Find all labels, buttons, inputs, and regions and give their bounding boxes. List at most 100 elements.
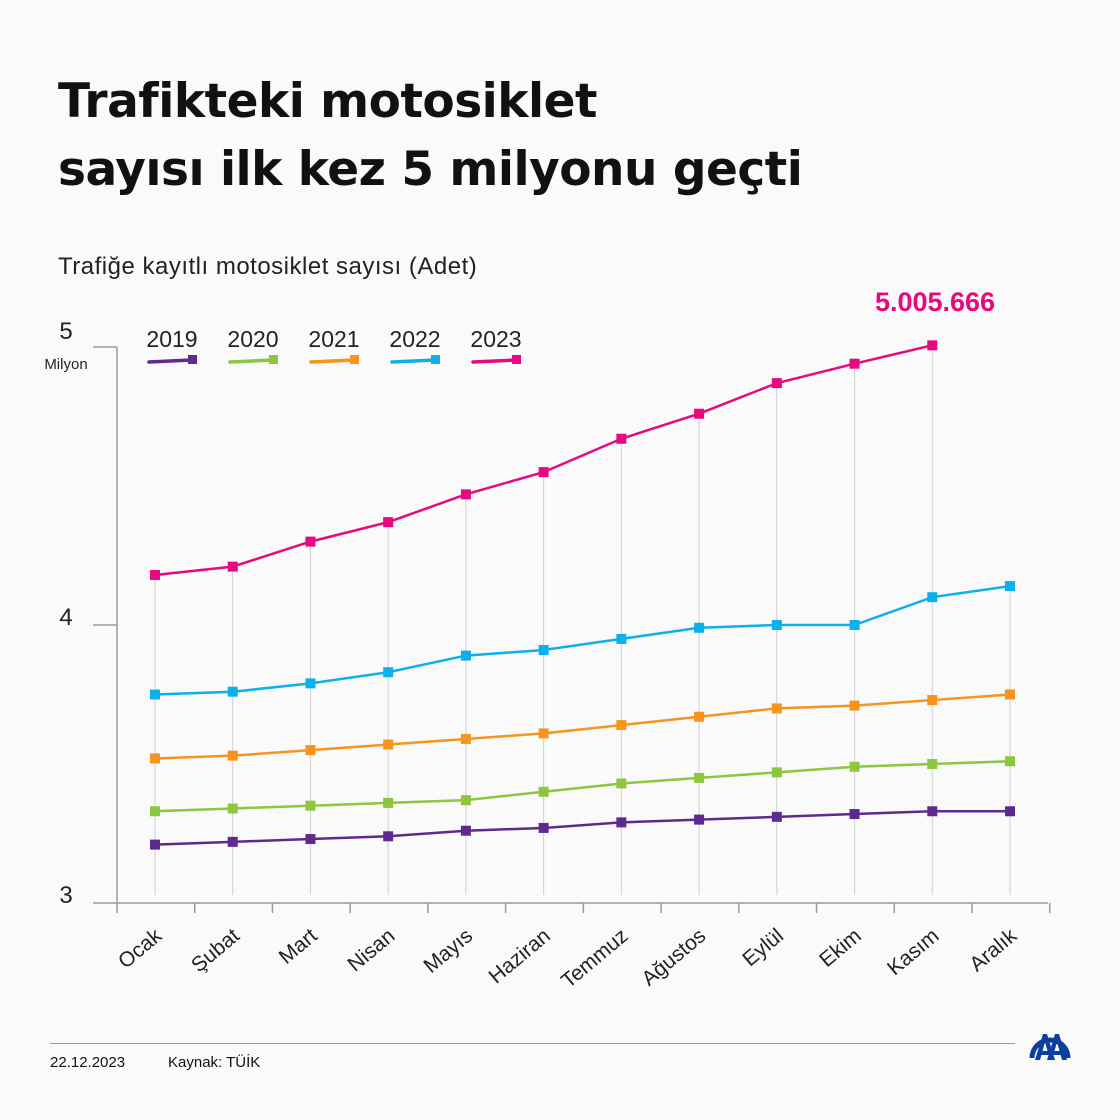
data-point-2019 (538, 822, 549, 833)
source-text: Kaynak: TÜİK (168, 1054, 261, 1071)
x-tick-label: Nisan (343, 924, 399, 976)
data-point-2019 (771, 811, 782, 822)
data-point-2020 (227, 803, 238, 814)
headline-line-1: Trafikteki motosiklet (58, 74, 598, 129)
x-tick-label: Haziran (485, 924, 555, 988)
chart-title: Trafiğe kayıtlı motosiklet sayısı (Adet) (58, 253, 478, 280)
data-point-2022 (694, 622, 705, 633)
data-point-2020 (383, 797, 394, 808)
data-point-2019 (849, 809, 860, 820)
data-point-2019 (927, 806, 938, 817)
data-point-2021 (927, 695, 938, 706)
data-point-2022 (383, 667, 394, 678)
data-point-2021 (616, 720, 627, 731)
data-point-2021 (227, 750, 238, 761)
x-tick-label: Temmuz (557, 924, 633, 993)
data-point-2019 (460, 825, 471, 836)
y-tick-label: 4 (59, 604, 72, 631)
series-line-2022 (154, 584, 1011, 696)
data-point-2023 (616, 433, 627, 444)
x-tick-label: Mayıs (419, 924, 477, 978)
x-tick-label: Şubat (187, 924, 244, 977)
data-point-2022 (849, 620, 860, 630)
data-point-2022 (305, 678, 316, 689)
data-point-2021 (305, 745, 316, 756)
data-point-2023 (305, 536, 316, 547)
data-point-2019 (305, 834, 316, 845)
x-tick-label: Eylül (738, 924, 788, 971)
series-line-2021 (154, 693, 1011, 760)
x-tick-label: Aralık (965, 924, 1021, 976)
data-point-2020 (538, 786, 549, 797)
x-tick-label: Mart (275, 924, 322, 969)
x-tick-label: Ağustos (637, 924, 710, 990)
legend-label-2020: 2020 (227, 326, 278, 352)
x-tick-label: Ocak (114, 924, 167, 973)
data-point-2021 (694, 711, 705, 722)
data-point-2020 (305, 800, 316, 811)
data-point-2022 (616, 633, 627, 644)
data-point-2022 (460, 650, 471, 661)
data-point-2022 (227, 686, 238, 697)
legend-line-2023 (471, 358, 518, 364)
data-point-2022 (538, 645, 549, 656)
legend-marker-2021 (350, 355, 359, 364)
data-point-2022 (1005, 581, 1015, 592)
data-point-2023 (927, 340, 938, 351)
data-point-2020 (1005, 756, 1015, 767)
x-tick-label: Kasım (883, 924, 943, 980)
data-point-2021 (771, 703, 782, 714)
y-tick-label: 5 (59, 318, 72, 345)
data-point-2020 (927, 759, 938, 769)
footer-divider (50, 1043, 1015, 1044)
data-point-2020 (460, 795, 471, 806)
data-point-2023 (383, 517, 394, 528)
data-point-2021 (150, 753, 160, 764)
legend-label-2023: 2023 (470, 326, 521, 352)
series-line-2020 (154, 759, 1011, 813)
publish-date: 22.12.2023 (50, 1054, 126, 1071)
data-point-2023 (227, 561, 238, 572)
legend-line-2022 (390, 358, 437, 364)
y-unit-label: Milyon (44, 356, 87, 373)
data-point-2019 (150, 839, 160, 850)
legend-marker-2022 (431, 355, 440, 364)
data-point-2021 (1005, 689, 1015, 700)
data-point-2023 (849, 358, 860, 369)
legend-label-2022: 2022 (389, 326, 440, 352)
data-point-2021 (849, 700, 860, 711)
data-point-2021 (538, 728, 549, 739)
peak-value-annotation: 5.005.666 (875, 287, 995, 317)
data-point-2020 (849, 761, 860, 772)
data-point-2023 (150, 569, 160, 580)
data-point-2020 (150, 806, 160, 817)
data-point-2023 (694, 408, 705, 419)
legend-line-2020 (228, 358, 275, 364)
data-point-2019 (1005, 806, 1015, 817)
x-tick-label: Ekim (815, 924, 866, 972)
aa-logo (1028, 1018, 1072, 1067)
data-point-2020 (616, 778, 627, 789)
legend-line-2019 (147, 358, 194, 364)
data-point-2020 (694, 772, 705, 783)
legend-marker-2020 (269, 355, 278, 364)
legend-label-2021: 2021 (308, 326, 359, 352)
data-point-2023 (538, 467, 549, 478)
headline: Trafikteki motosiklet sayısı ilk kez 5 m… (58, 68, 803, 204)
data-point-2021 (383, 739, 394, 750)
y-tick-label: 3 (59, 882, 72, 909)
data-point-2019 (383, 831, 394, 842)
data-point-2019 (616, 817, 627, 828)
legend-label-2019: 2019 (146, 326, 197, 352)
data-point-2021 (460, 733, 471, 744)
legend-marker-2019 (188, 355, 197, 364)
data-point-2019 (227, 836, 238, 847)
data-point-2022 (771, 620, 782, 630)
series-line-2019 (154, 810, 1010, 846)
legend-marker-2023 (512, 355, 521, 364)
legend-line-2021 (309, 358, 356, 364)
headline-line-2: sayısı ilk kez 5 milyonu geçti (58, 142, 803, 197)
data-point-2023 (771, 378, 782, 389)
